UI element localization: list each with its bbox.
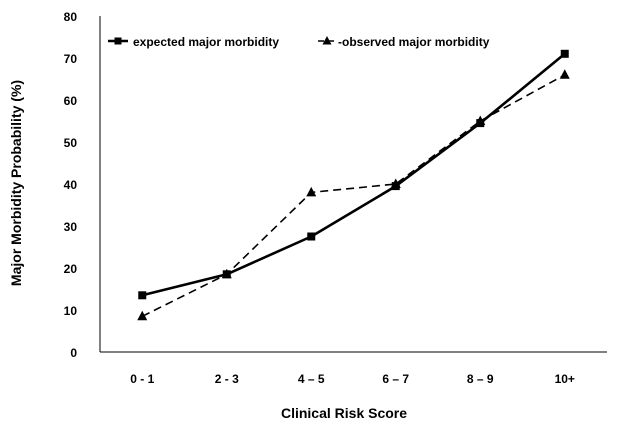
- y-tick-label: 0: [70, 346, 77, 360]
- data-point-triangle: [475, 115, 486, 125]
- y-tick-label: 70: [64, 52, 78, 66]
- y-tick-label: 50: [64, 136, 78, 150]
- data-point-triangle: [221, 268, 232, 279]
- x-tick-label: 10+: [555, 372, 575, 386]
- y-tick-label: 80: [64, 10, 78, 24]
- data-point-triangle: [559, 69, 570, 79]
- y-tick-label: 30: [64, 220, 78, 234]
- data-point-triangle: [306, 186, 317, 197]
- x-tick-label: 0 - 1: [130, 372, 154, 386]
- y-tick-labels: 0 10 20 30 40 50 60 70 80: [64, 10, 78, 360]
- x-axis-title: Clinical Risk Score: [281, 405, 407, 421]
- legend: expected major morbidity -observed major…: [108, 35, 490, 49]
- x-tick-label: 8 – 9: [467, 372, 494, 386]
- data-point-triangle: [390, 178, 401, 188]
- y-axis-title: Major Morbidity Probability (%): [8, 80, 24, 286]
- legend-item-observed: -observed major morbidity: [318, 35, 490, 49]
- y-tick-label: 20: [64, 262, 78, 276]
- data-point-square: [560, 49, 569, 58]
- x-tick-labels: 0 - 1 2 - 3 4 – 5 6 – 7 8 – 9 10+: [130, 372, 575, 386]
- legend-triangle-marker: [322, 36, 332, 45]
- legend-label-observed: -observed major morbidity: [338, 35, 490, 49]
- y-tick-label: 10: [64, 304, 78, 318]
- legend-item-expected: expected major morbidity: [108, 35, 279, 49]
- x-tick-label: 2 - 3: [215, 372, 239, 386]
- series-layer: [137, 49, 570, 321]
- data-point-square: [138, 291, 147, 300]
- legend-square-marker: [114, 37, 122, 45]
- x-tick-label: 6 – 7: [382, 372, 409, 386]
- data-point-triangle: [137, 310, 148, 321]
- y-tick-label: 40: [64, 178, 78, 192]
- series-line-observed: [141, 74, 566, 318]
- y-tick-label: 60: [64, 94, 78, 108]
- data-point-square: [307, 232, 316, 241]
- series-line-expected: [141, 52, 566, 297]
- legend-label-expected: expected major morbidity: [133, 35, 279, 49]
- x-tick-label: 4 – 5: [298, 372, 325, 386]
